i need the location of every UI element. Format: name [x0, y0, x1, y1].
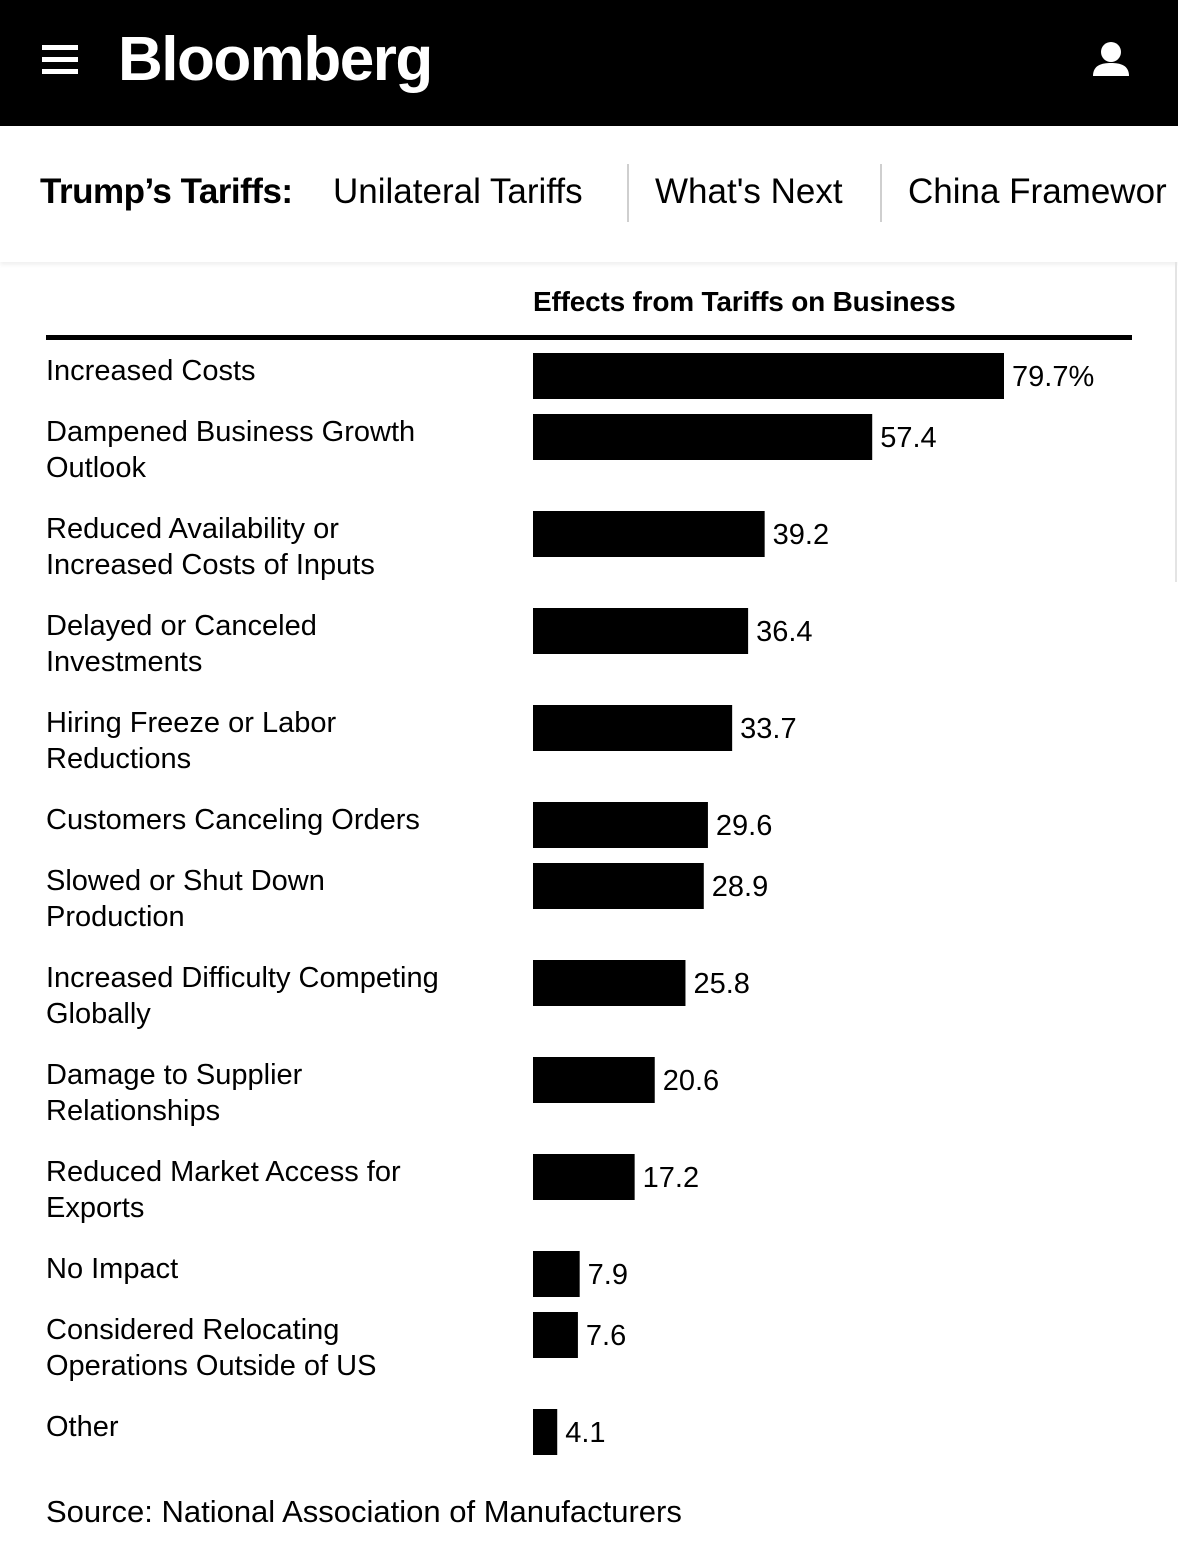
- category-label-line: Exports: [46, 1192, 145, 1224]
- value-label-1: 57.4: [880, 422, 936, 454]
- category-label-line: Damage to Supplier: [46, 1059, 303, 1091]
- value-label-3: 36.4: [756, 616, 812, 648]
- category-label-11: Considered Relocating Operations Outside …: [46, 1312, 516, 1384]
- category-label-line: Customers Canceling Orders: [46, 804, 420, 836]
- chart-title-rule: [46, 335, 1132, 340]
- bar-7: [533, 960, 686, 1006]
- category-label-line: Investments: [46, 646, 203, 678]
- bar-2: [533, 511, 765, 557]
- nav-link-whats-next[interactable]: What's Next: [655, 172, 843, 211]
- nav-link-unilateral-tariffs[interactable]: Unilateral Tariffs: [333, 172, 583, 211]
- value-label-8: 20.6: [663, 1065, 719, 1097]
- category-label-9: Reduced Market Access for Exports: [46, 1154, 516, 1226]
- value-label-4: 33.7: [740, 713, 796, 745]
- category-label-line: No Impact: [46, 1253, 179, 1285]
- bar-8: [533, 1057, 655, 1103]
- category-label-7: Increased Difficulty Competing Globally: [46, 960, 516, 1032]
- category-label-line: Delayed or Canceled: [46, 610, 317, 642]
- category-label-8: Damage to Supplier Relationships: [46, 1057, 516, 1129]
- bar-9: [533, 1154, 635, 1200]
- category-label-line: Operations Outside of US: [46, 1350, 377, 1382]
- category-label-line: Increased Costs of Inputs: [46, 549, 375, 581]
- value-label-11: 7.6: [586, 1320, 626, 1352]
- category-label-12: Other: [46, 1409, 516, 1445]
- category-label-4: Hiring Freeze or Labor Reductions: [46, 705, 516, 777]
- bar-3: [533, 608, 749, 654]
- bar-1: [533, 414, 873, 460]
- nav-link-china-framework[interactable]: China Framewor: [908, 172, 1167, 211]
- bar-10: [533, 1251, 580, 1297]
- category-label-1: Dampened Business Growth Outlook: [46, 414, 516, 486]
- category-label-line: Reductions: [46, 743, 192, 775]
- topic-nav: Trump’s Tariffs: Unilateral Tariffs What…: [0, 126, 1178, 262]
- category-label-line: Dampened Business Growth: [46, 416, 416, 448]
- chart-title: Effects from Tariffs on Business: [533, 286, 956, 317]
- bar-4: [533, 705, 733, 751]
- category-label-line: Increased Costs: [46, 355, 256, 387]
- category-label-line: Increased Difficulty Competing: [46, 962, 439, 994]
- category-label-line: Reduced Availability or: [46, 513, 339, 545]
- top-bar: Bloomberg: [0, 0, 1178, 126]
- category-label-10: No Impact: [46, 1251, 516, 1287]
- category-label-6: Slowed or Shut Down Production: [46, 863, 516, 935]
- category-label-5: Customers Canceling Orders: [46, 802, 516, 838]
- nav-separator: [880, 164, 882, 222]
- value-label-10: 7.9: [588, 1259, 628, 1291]
- value-label-7: 25.8: [693, 968, 749, 1000]
- category-label-line: Production: [46, 901, 185, 933]
- category-label-line: Relationships: [46, 1095, 221, 1127]
- category-label-line: Other: [46, 1411, 119, 1443]
- bloomberg-logo[interactable]: Bloomberg: [118, 25, 433, 94]
- nav-separator: [627, 164, 629, 222]
- scroll-edge: [1175, 262, 1177, 582]
- bar-11: [533, 1312, 578, 1358]
- value-label-5: 29.6: [716, 810, 772, 842]
- bar-0: [533, 353, 1004, 399]
- bar-5: [533, 802, 708, 848]
- bar-6: [533, 863, 704, 909]
- category-label-line: Globally: [46, 998, 151, 1030]
- nav-title: Trump’s Tariffs:: [40, 172, 293, 211]
- value-label-6: 28.9: [712, 871, 768, 903]
- category-label-line: Hiring Freeze or Labor: [46, 707, 337, 739]
- value-label-0: 79.7%: [1012, 361, 1094, 393]
- source-note: Source: National Association of Manufact…: [46, 1494, 682, 1529]
- category-label-line: Reduced Market Access for: [46, 1156, 401, 1188]
- value-label-2: 39.2: [773, 519, 829, 551]
- value-label-9: 17.2: [643, 1162, 699, 1194]
- bar-12: [533, 1409, 558, 1455]
- category-label-line: Outlook: [46, 452, 146, 484]
- category-label-line: Slowed or Shut Down: [46, 865, 325, 897]
- user-profile-icon[interactable]: [1088, 38, 1134, 84]
- category-label-2: Reduced Availability or Increased Costs o…: [46, 511, 516, 583]
- category-label-0: Increased Costs: [46, 353, 516, 389]
- category-label-3: Delayed or Canceled Investments: [46, 608, 516, 680]
- hamburger-menu-icon[interactable]: [40, 42, 82, 78]
- value-label-12: 4.1: [565, 1417, 605, 1449]
- category-label-line: Considered Relocating: [46, 1314, 340, 1346]
